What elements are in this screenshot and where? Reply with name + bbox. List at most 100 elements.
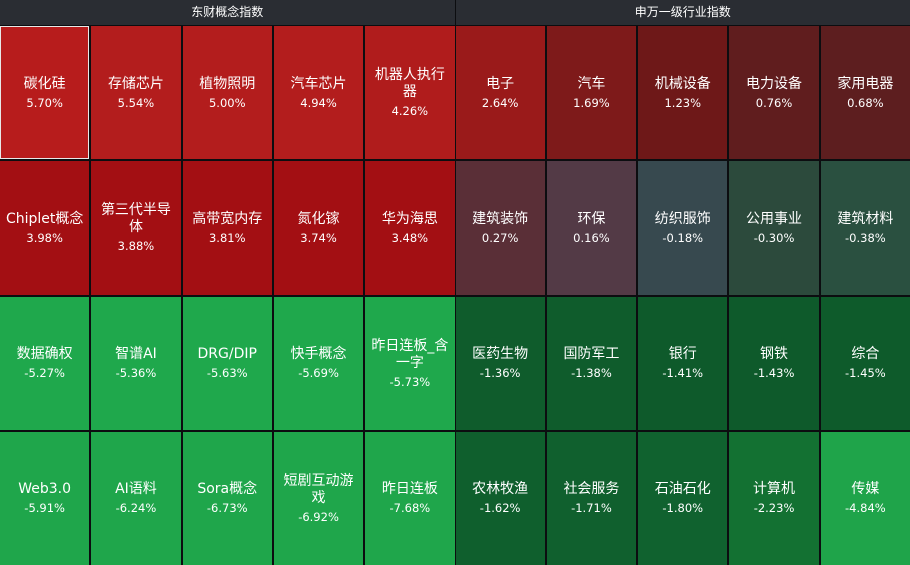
tile-change: 4.94% — [300, 95, 337, 110]
tile[interactable]: DRG/DIP -5.63% — [182, 296, 272, 430]
tile-change: 3.98% — [26, 230, 63, 245]
tile[interactable]: 快手概念 -5.69% — [273, 296, 364, 430]
panel: 申万一级行业指数电子 2.64% 汽车 1.69% 机械设备 1.23% 电力设备 0.76%… — [455, 0, 910, 565]
tile-name: Web3.0 — [18, 481, 72, 498]
tile-change: -1.36% — [479, 366, 521, 381]
panel-title: 申万一级行业指数 — [455, 0, 910, 25]
tile[interactable]: AI语料 -6.24% — [91, 431, 181, 565]
tile[interactable]: 社会服务 -1.71% — [546, 431, 637, 565]
tile-name: 综合 — [851, 346, 880, 363]
tile[interactable]: 国防军工 -1.38% — [546, 296, 637, 430]
tile-change: 1.69% — [573, 95, 610, 110]
tile[interactable]: 存储芯片 5.54% — [91, 26, 181, 160]
tile-name: AI语料 — [115, 481, 157, 498]
tile-name: DRG/DIP — [197, 346, 257, 363]
tile-change: 3.74% — [300, 230, 337, 245]
tile-name: 植物照明 — [199, 75, 256, 92]
tile-change: -7.68% — [389, 501, 431, 516]
tile[interactable]: 华为海思 3.48% — [365, 161, 455, 295]
tile[interactable]: 医药生物 -1.36% — [455, 296, 545, 430]
tile-name: 汽车芯片 — [290, 75, 347, 92]
tile[interactable]: 农林牧渔 -1.62% — [455, 431, 545, 565]
tile[interactable]: 电力设备 0.76% — [729, 26, 819, 160]
tile[interactable]: 智谱AI -5.36% — [91, 296, 181, 430]
tile-name: 第三代半导体 — [100, 202, 171, 236]
tile-change: 0.76% — [755, 95, 793, 110]
tile-name: 氮化镓 — [297, 210, 340, 227]
tile-change: 1.23% — [664, 95, 702, 110]
tile-change: -0.38% — [845, 230, 886, 245]
tile-name: 智谱AI — [115, 346, 157, 363]
tile-change: -5.36% — [115, 366, 157, 381]
tile-name: 国防军工 — [563, 346, 620, 363]
tile[interactable]: 建筑装饰 0.27% — [455, 161, 545, 295]
tile[interactable]: 汽车 1.69% — [546, 26, 637, 160]
tile-name: 纺织服饰 — [654, 210, 711, 227]
tile-name: 快手概念 — [290, 346, 347, 363]
tile[interactable]: 家用电器 0.68% — [820, 26, 910, 160]
tile[interactable]: 数据确权 -5.27% — [0, 296, 90, 430]
tile[interactable]: 短剧互动游戏 -6.92% — [273, 431, 364, 565]
tile[interactable]: 汽车芯片 4.94% — [273, 26, 364, 160]
panel-title: 东财概念指数 — [0, 0, 455, 25]
tile-change: -5.73% — [389, 374, 431, 389]
tile[interactable]: 石油石化 -1.80% — [638, 431, 728, 565]
tile-change: 0.27% — [481, 230, 519, 245]
tile[interactable]: Web3.0 -5.91% — [0, 431, 90, 565]
tile-name: 银行 — [668, 346, 697, 363]
tile-name: 昨日连板 — [381, 481, 438, 498]
tile-name: 短剧互动游戏 — [283, 472, 354, 506]
tile-change: 2.64% — [481, 95, 519, 110]
tile[interactable]: 高带宽内存 3.81% — [182, 161, 272, 295]
tile-name: 电子 — [486, 75, 515, 92]
tile[interactable]: 计算机 -2.23% — [729, 431, 819, 565]
tile-grid: 碳化硅 5.70% 存储芯片 5.54% 植物照明 5.00% 汽车芯片 4.94% 机器人执行… — [0, 25, 455, 565]
tile[interactable]: 植物照明 5.00% — [182, 26, 272, 160]
tile-grid: 电子 2.64% 汽车 1.69% 机械设备 1.23% 电力设备 0.76% 家用电器 0.68… — [455, 25, 910, 565]
tile[interactable]: 昨日连板 -7.68% — [365, 431, 455, 565]
tile-name: 昨日连板_含一字 — [371, 337, 449, 371]
tile[interactable]: 综合 -1.45% — [820, 296, 910, 430]
tile[interactable]: 机械设备 1.23% — [638, 26, 728, 160]
tile-change: -1.45% — [845, 366, 886, 381]
tile[interactable]: 公用事业 -0.30% — [729, 161, 819, 295]
tile[interactable]: Sora概念 -6.73% — [182, 431, 272, 565]
tile-change: -5.27% — [24, 366, 65, 381]
tile[interactable]: 纺织服饰 -0.18% — [638, 161, 728, 295]
tile-change: 0.68% — [847, 95, 884, 110]
tile[interactable]: 电子 2.64% — [455, 26, 545, 160]
tile-change: 3.81% — [208, 230, 246, 245]
tile-change: 4.26% — [391, 104, 429, 119]
tile-name: 机械设备 — [654, 75, 711, 92]
tile-change: -1.41% — [662, 366, 704, 381]
tile[interactable]: 机器人执行器 4.26% — [365, 26, 455, 160]
tile-change: -1.43% — [753, 366, 795, 381]
tile-change: -5.63% — [206, 366, 248, 381]
tile[interactable]: Chiplet概念 3.98% — [0, 161, 90, 295]
tile-name: 机器人执行器 — [374, 67, 445, 101]
tile-name: 钢铁 — [760, 346, 789, 363]
tile-name: 华为海思 — [381, 210, 438, 227]
tile-name: 汽车 — [577, 75, 606, 92]
tile-change: -6.92% — [298, 509, 339, 524]
tile[interactable]: 第三代半导体 3.88% — [91, 161, 181, 295]
tile[interactable]: 碳化硅 5.70% — [0, 26, 90, 160]
tile-name: 公用事业 — [746, 210, 803, 227]
tile[interactable]: 钢铁 -1.43% — [729, 296, 819, 430]
tile[interactable]: 建筑材料 -0.38% — [820, 161, 910, 295]
tile[interactable]: 氮化镓 3.74% — [273, 161, 364, 295]
tile-name: 高带宽内存 — [192, 210, 263, 227]
tile-change: -6.24% — [115, 501, 157, 516]
tile-name: 传媒 — [851, 481, 880, 498]
tile-change: -6.73% — [206, 501, 248, 516]
tile-change: -1.38% — [571, 366, 612, 381]
tile[interactable]: 银行 -1.41% — [638, 296, 728, 430]
tile-change: 5.54% — [117, 95, 155, 110]
tile[interactable]: 环保 0.16% — [546, 161, 637, 295]
tile[interactable]: 传媒 -4.84% — [820, 431, 910, 565]
tile-change: -4.84% — [845, 501, 886, 516]
tile-change: 0.16% — [573, 230, 610, 245]
tile-name: 医药生物 — [472, 346, 529, 363]
tile[interactable]: 昨日连板_含一字 -5.73% — [365, 296, 455, 430]
